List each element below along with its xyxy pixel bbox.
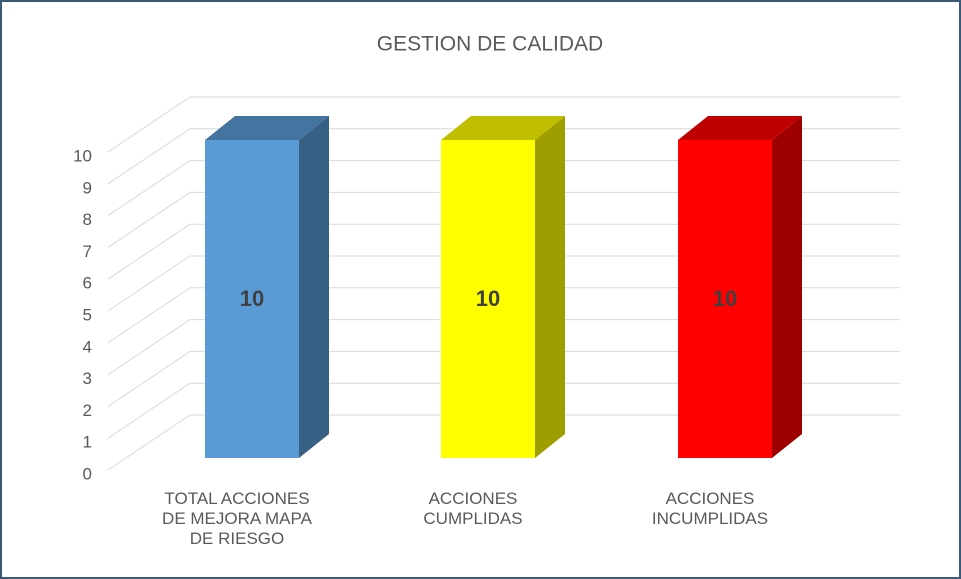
y-tick-label: 7 xyxy=(83,242,92,261)
grid-line xyxy=(107,255,191,312)
bar-side xyxy=(772,116,802,458)
y-tick-label: 5 xyxy=(83,305,92,324)
data-label: 10 xyxy=(476,286,500,311)
grid-line xyxy=(107,223,191,280)
data-label: 10 xyxy=(713,286,737,311)
grid-line xyxy=(107,96,191,153)
y-tick-label: 1 xyxy=(83,433,92,452)
y-tick-label: 6 xyxy=(83,274,92,293)
y-tick-label: 4 xyxy=(83,337,92,356)
grid-line xyxy=(107,382,191,439)
x-tick-label: ACCIONES INCUMPLIDAS xyxy=(651,489,769,528)
x-tick-label: TOTAL ACCIONES DE MEJORA MAPA DE RIESGO xyxy=(162,489,312,548)
chart-title: GESTION DE CALIDAD xyxy=(377,33,603,56)
y-tick-label: 0 xyxy=(83,464,92,483)
grid-line xyxy=(107,287,191,344)
y-tick-label: 8 xyxy=(83,210,92,229)
bar-side xyxy=(299,116,329,458)
bar-top xyxy=(441,116,565,140)
y-tick-label: 9 xyxy=(83,178,92,197)
grid-line xyxy=(107,350,191,407)
bar xyxy=(205,140,299,458)
grid-line xyxy=(107,191,191,248)
bar xyxy=(678,140,772,458)
grid-line xyxy=(107,319,191,376)
bar-top xyxy=(678,116,802,140)
bar xyxy=(441,140,535,458)
bar-top xyxy=(205,116,329,140)
grid-line xyxy=(107,160,191,217)
y-tick-label: 3 xyxy=(83,369,92,388)
grid-line xyxy=(107,128,191,185)
data-label: 10 xyxy=(240,286,264,311)
y-tick-label: 2 xyxy=(83,401,92,420)
y-tick-label: 10 xyxy=(73,146,92,165)
grid-line xyxy=(107,414,191,471)
bar-side xyxy=(535,116,565,458)
x-tick-label: ACCIONES CUMPLIDAS xyxy=(423,489,523,528)
